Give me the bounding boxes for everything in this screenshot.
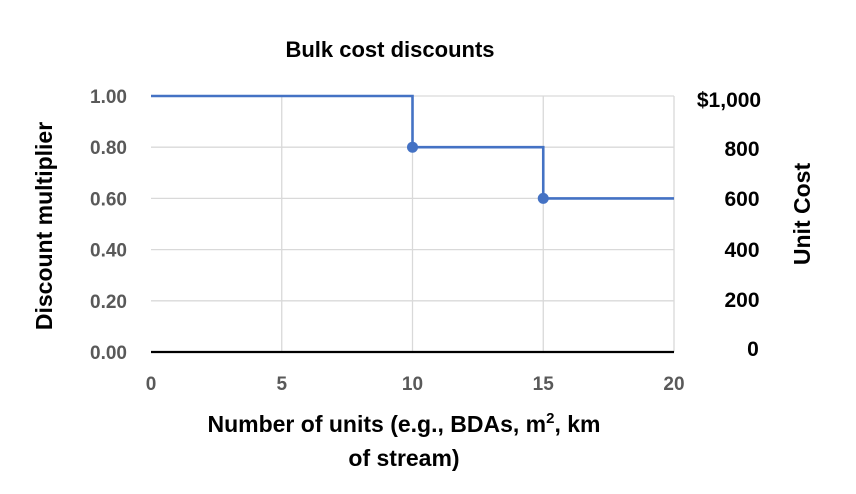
- y2-tick-label: 0: [747, 338, 759, 361]
- x-tick-label: 15: [533, 374, 555, 395]
- y2-tick-label: 400: [724, 239, 759, 262]
- y2-tick-label: 800: [724, 138, 759, 161]
- series-line: [151, 94, 674, 200]
- y-tick-label: 0.80: [90, 138, 127, 159]
- y2-tick-label: $1,000: [697, 89, 761, 112]
- x-axis-label-superscript: 2: [546, 410, 554, 427]
- y-tick-label: 0.40: [90, 241, 127, 262]
- y-tick-label: 0.20: [90, 292, 127, 313]
- x-tick-label: 10: [402, 374, 423, 395]
- y-tick-label: 1.00: [90, 87, 127, 108]
- y-axis-ticks: 0.00 0.20 0.40 0.60 0.80 1.00: [90, 87, 127, 364]
- chart-title: Bulk cost discounts: [285, 37, 494, 62]
- x-axis-label-part2: , km: [554, 411, 600, 437]
- y-tick-label: 0.00: [90, 343, 127, 364]
- x-tick-label: 0: [146, 374, 157, 395]
- data-point: [537, 192, 549, 204]
- x-tick-label: 20: [663, 374, 684, 395]
- y-axis-label: Discount multiplier: [31, 122, 57, 330]
- series-layer: [151, 94, 674, 200]
- y2-tick-label: 600: [724, 188, 759, 211]
- y2-tick-label: 200: [724, 289, 759, 312]
- y2-axis-label: Unit Cost: [789, 163, 815, 266]
- x-axis-label-line1: Number of units (e.g., BDAs, m2, km: [207, 410, 600, 437]
- y-tick-label: 0.60: [90, 189, 127, 210]
- x-axis-label-line2: of stream): [348, 445, 459, 471]
- x-axis-ticks: 0 5 10 15 20: [146, 374, 685, 395]
- x-tick-label: 5: [276, 374, 287, 395]
- marker-layer: [407, 141, 549, 204]
- data-point: [407, 141, 418, 153]
- x-axis-label-part1: Number of units (e.g., BDAs, m: [207, 411, 546, 437]
- y2-axis-ticks: 0 200 400 600 800 $1,000: [697, 89, 761, 361]
